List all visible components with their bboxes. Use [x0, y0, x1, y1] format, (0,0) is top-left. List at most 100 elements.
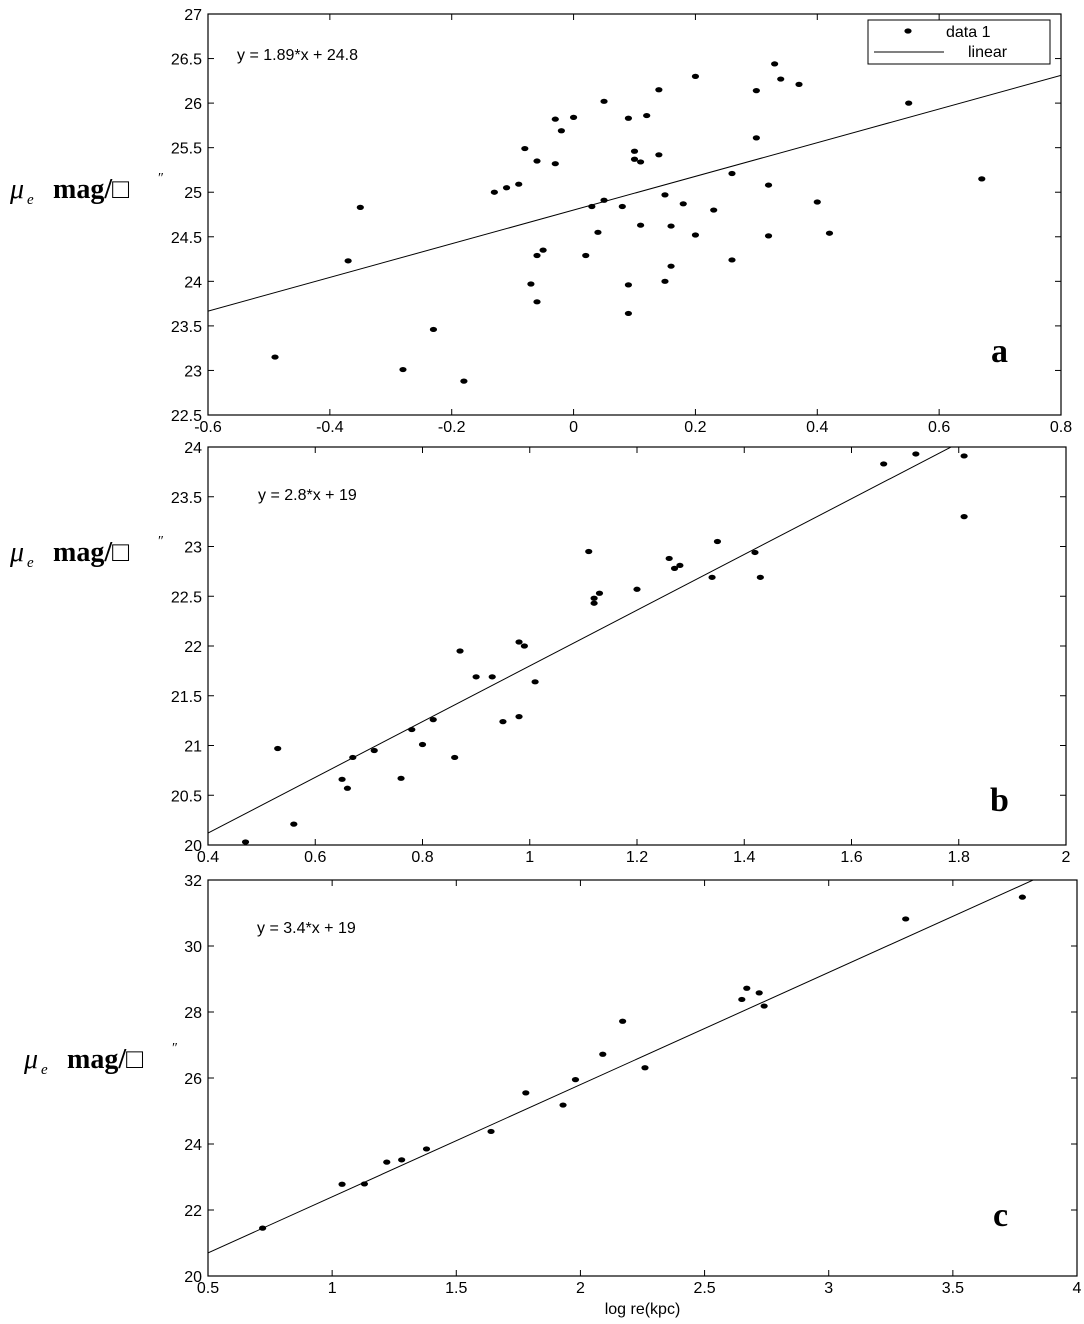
data-point [825, 230, 834, 236]
data-point [764, 233, 773, 239]
x-tick-label: 4 [1073, 1280, 1082, 1297]
y-tick-label: 30 [184, 939, 202, 956]
x-tick-label: 0 [569, 419, 578, 436]
data-point [752, 135, 760, 141]
x-tick-label: 0.6 [304, 849, 326, 866]
fit-equation: y = 2.8*x + 19 [258, 487, 357, 504]
data-point [594, 229, 602, 235]
data-point [569, 114, 578, 120]
data-point [960, 453, 968, 459]
data-point [271, 354, 279, 360]
y-tick-label: 28 [184, 1005, 202, 1022]
y-label-text: mag/□ [53, 537, 129, 568]
y-tick-label: 22 [184, 1203, 202, 1220]
data-point [590, 600, 598, 606]
data-point [655, 152, 663, 158]
data-point [643, 112, 651, 119]
data-point [429, 717, 437, 723]
y-tick-label: 32 [184, 873, 202, 890]
data-point [533, 252, 541, 259]
x-tick-label: 1.2 [626, 849, 648, 866]
plot-area [207, 13, 1062, 416]
data-point [636, 159, 645, 165]
x-tick-label: 0.2 [684, 419, 706, 436]
data-point [241, 839, 250, 845]
data-point [600, 98, 608, 104]
data-point [259, 1225, 267, 1231]
data-point [360, 1181, 369, 1187]
data-point [338, 1181, 346, 1187]
data-point [397, 775, 405, 781]
data-point [630, 148, 639, 154]
y-tick-label: 26.5 [171, 52, 202, 69]
y-tick-label: 22.5 [171, 589, 202, 606]
data-point [460, 378, 468, 384]
data-point [755, 990, 763, 996]
data-point [1018, 894, 1026, 900]
data-point [383, 1159, 391, 1165]
x-tick-label: 0.8 [1050, 419, 1072, 436]
x-tick-label: 2 [1062, 849, 1071, 866]
y-tick-label: 24 [184, 274, 202, 291]
data-point [599, 1051, 607, 1057]
data-point [905, 100, 913, 106]
y-tick-label: 21 [184, 739, 202, 756]
y-tick-label: 21.5 [171, 689, 202, 706]
data-point [641, 1065, 649, 1071]
data-point [539, 247, 547, 253]
data-point [738, 996, 746, 1003]
y-tick-label: 23.5 [171, 490, 202, 507]
linear-fit-line [208, 880, 1035, 1254]
data-point [728, 170, 736, 177]
x-axis-label: log re(kpc) [605, 1301, 681, 1318]
y-label-text: mag/□ [53, 174, 129, 205]
x-tick-label: 0.5 [197, 1280, 219, 1297]
data-point [691, 73, 700, 79]
data-point [551, 116, 559, 122]
data-point [515, 181, 523, 187]
y-label-symbol: μ [9, 537, 24, 568]
data-point [398, 1157, 406, 1163]
data-point [813, 199, 821, 205]
chart-panels: -0.6 -0.4 -0.2 0 0.2 0.4 0.6 0.822.52323.52424.… [9, 7, 1082, 1318]
y-axis-label: μ e mag/□ ″ [9, 534, 164, 571]
data-point [676, 562, 684, 569]
x-tick-label: -0.2 [438, 419, 466, 436]
legend-entry-data: data 1 [946, 24, 991, 41]
y-tick-label: 20 [184, 838, 202, 855]
y-label-subscript: e [41, 1062, 48, 1078]
data-point [533, 299, 541, 305]
data-point [487, 1128, 495, 1135]
data-point [521, 145, 529, 152]
data-point [290, 821, 298, 827]
data-point [665, 555, 673, 562]
data-point [661, 278, 669, 284]
data-point [667, 263, 675, 269]
y-tick-label: 23 [184, 363, 202, 380]
data-point [343, 785, 352, 791]
panel-label: a [991, 333, 1008, 370]
legend: data 1 linear [867, 19, 1051, 65]
y-tick-label: 20 [184, 1269, 202, 1286]
y-label-secant: ″ [172, 1041, 178, 1056]
data-point [902, 916, 910, 922]
data-point [619, 1018, 627, 1024]
y-label-secant: ″ [158, 534, 164, 549]
data-point [624, 115, 633, 121]
fit-equation: y = 3.4*x + 19 [257, 920, 356, 937]
data-point [667, 223, 675, 229]
data-point [499, 719, 507, 725]
data-point [522, 1090, 530, 1096]
data-point [661, 192, 669, 198]
data-point [713, 538, 722, 545]
data-point [708, 574, 716, 580]
y-tick-label: 24 [184, 1137, 202, 1154]
data-point [338, 776, 346, 782]
data-point [630, 156, 639, 162]
data-point [795, 81, 803, 87]
chart-panel-a: -0.6 -0.4 -0.2 0 0.2 0.4 0.6 0.8 22.5 23 23.5 24 24.… [9, 7, 1072, 436]
data-point [551, 161, 559, 167]
x-tick-label: 3.5 [942, 1280, 964, 1297]
data-point [408, 726, 416, 733]
